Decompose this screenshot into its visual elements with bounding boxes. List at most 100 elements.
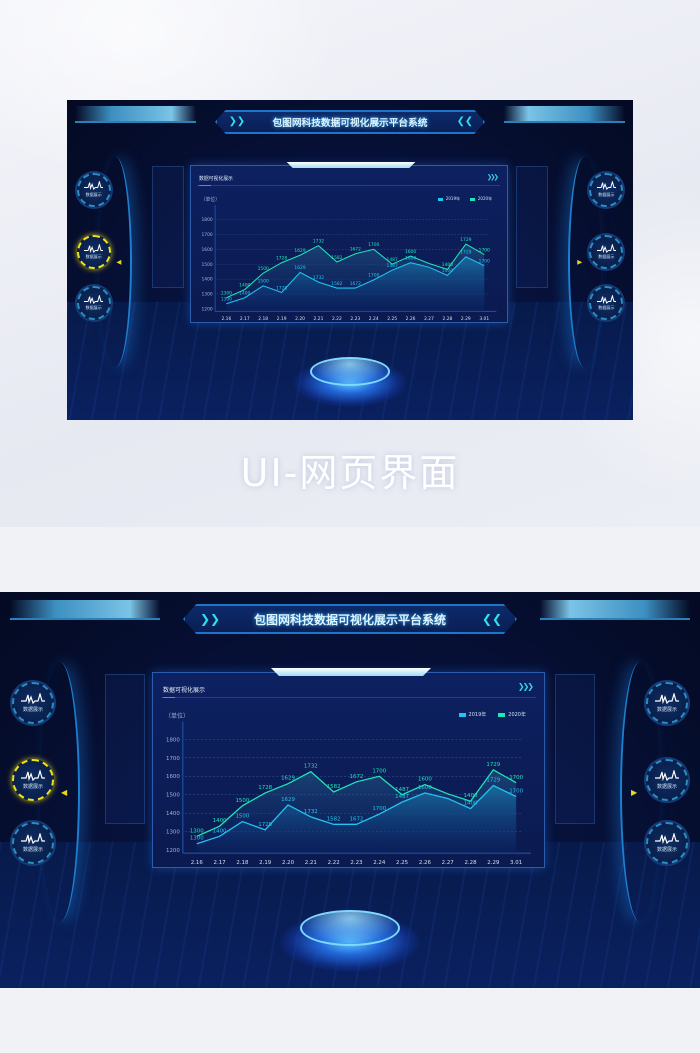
indicator-icon: ▶: [631, 788, 638, 797]
active-indicator-icon: ◀: [61, 788, 68, 797]
more-arrows-icon[interactable]: ❯❯❯: [486, 172, 499, 181]
waveform-icon: [596, 294, 617, 304]
left-glow-arc: [99, 156, 132, 367]
side-button-right-0[interactable]: 数据展示: [589, 172, 624, 207]
side-button-right-1[interactable]: 数据展示: [646, 759, 688, 801]
data-label: 1600: [405, 249, 416, 255]
data-label: 1600: [405, 255, 416, 261]
data-label: 1487: [395, 787, 409, 793]
data-label: 1629: [294, 248, 305, 254]
side-button-label: 数据展示: [598, 192, 615, 198]
side-button-right-2[interactable]: 数据展示: [646, 822, 688, 864]
data-label: 1487: [386, 257, 397, 263]
x-tick-label: 3.01: [479, 316, 489, 322]
waveform-icon: [83, 181, 104, 191]
hologram-pedestal-top: [300, 910, 400, 946]
data-label: 1732: [304, 809, 318, 815]
data-label: 1500: [235, 814, 249, 820]
y-tick-label: 1700: [201, 232, 212, 238]
chart-panel: 数据可视化展示 ❯❯❯ （单位） 2019年 2020年 1200 1300 140…: [152, 668, 545, 868]
data-label: 1732: [313, 238, 324, 244]
decor-building: [515, 166, 549, 288]
y-tick-label: 1300: [166, 830, 180, 836]
x-tick-label: 2.16: [191, 860, 204, 866]
x-tick-label: 2.16: [221, 316, 231, 322]
legend-item-2019[interactable]: 2019年: [458, 711, 486, 718]
data-label: 1672: [350, 774, 364, 780]
chart-legend: 2019年 2020年: [458, 711, 526, 718]
data-label: 1729: [486, 778, 500, 784]
top-bar-left-decor: [10, 600, 160, 620]
data-label: 1700: [509, 789, 523, 795]
dashboard-preview-small: 包图网科技数据可视化展示平台系统 ❯❯ ❮❮ ◀ ▶ 数据可视化展示 ❯❯❯ （…: [67, 100, 634, 421]
x-tick-label: 2.21: [313, 316, 323, 322]
x-tick-label: 2.24: [369, 316, 379, 322]
side-button-label: 数据展示: [22, 784, 43, 790]
side-button-left-0[interactable]: 数据展示: [12, 682, 54, 724]
more-arrows-icon[interactable]: ❯❯❯: [517, 682, 534, 691]
y-tick-label: 1600: [201, 247, 212, 253]
data-label: 1629: [281, 797, 295, 803]
data-label: 1728: [276, 285, 287, 291]
side-button-right-0[interactable]: 数据展示: [646, 682, 688, 724]
data-label: 1732: [304, 764, 318, 770]
x-tick-label: 2.18: [236, 860, 249, 866]
y-tick-label: 1800: [166, 737, 180, 743]
data-label: 1582: [331, 254, 342, 260]
x-tick-label: 2.28: [464, 860, 477, 866]
x-tick-label: 2.17: [240, 316, 250, 322]
y-tick-label: 1500: [166, 793, 180, 799]
panel-title: 数据可视化展示: [198, 176, 233, 183]
side-button-label: 数据展示: [598, 254, 615, 260]
side-button-left-0[interactable]: 数据展示: [76, 172, 111, 207]
data-label: 1400: [213, 828, 227, 834]
data-label: 1487: [395, 794, 409, 800]
data-label: 1729: [486, 762, 500, 768]
legend-item-2020[interactable]: 2020年: [498, 711, 526, 718]
side-button-left-2[interactable]: 数据展示: [76, 285, 111, 320]
side-button-right-1[interactable]: 数据展示: [589, 235, 624, 269]
x-tick-label: 2.18: [258, 316, 268, 322]
data-label: 1672: [350, 246, 361, 252]
legend-item-2020[interactable]: 2020年: [469, 196, 492, 202]
side-button-label: 数据展示: [656, 847, 677, 853]
right-glow-arc: [568, 156, 600, 367]
data-label: 1500: [257, 266, 268, 272]
data-label: 1582: [327, 784, 341, 790]
y-axis-unit: （单位）: [165, 713, 190, 720]
panel-title: 数据可视化展示: [163, 687, 206, 694]
data-label: 1400: [464, 793, 478, 799]
data-label: 1600: [418, 785, 432, 791]
y-tick-label: 1400: [166, 811, 180, 817]
chevron-right-icon: ❯❯: [228, 116, 245, 128]
waveform-icon: [21, 770, 45, 782]
x-tick-label: 2.19: [259, 860, 272, 866]
data-label: 1700: [372, 806, 386, 812]
x-tick-label: 2.19: [277, 316, 287, 322]
side-button-label: 数据展示: [656, 784, 677, 790]
x-tick-label: 2.22: [328, 860, 340, 866]
chart-panel: 数据可视化展示 ❯❯❯ （单位） 2019年 2020年 1200 1300 140…: [189, 161, 508, 324]
chevron-left-icon: ❮❮: [482, 612, 503, 626]
data-label: 1728: [258, 785, 272, 791]
chevron-left-icon: ❮❮: [456, 116, 473, 128]
header-title: 包图网科技数据可视化展示平台系统: [214, 109, 486, 134]
side-button-right-2[interactable]: 数据展示: [589, 285, 624, 320]
hologram-pedestal-top: [309, 357, 391, 387]
legend-item-2019[interactable]: 2019年: [437, 196, 460, 202]
waveform-icon: [596, 243, 617, 253]
top-bar-left-decor: [75, 106, 197, 123]
data-label: 1672: [350, 816, 364, 822]
side-button-left-1[interactable]: 数据展示: [76, 235, 111, 269]
y-tick-label: 1200: [166, 848, 180, 854]
chart-legend: 2019年 2020年: [437, 196, 492, 202]
right-glow-arc: [620, 662, 660, 922]
data-label: 1700: [479, 247, 490, 253]
data-label: 1728: [276, 255, 287, 261]
x-tick-label: 2.28: [442, 316, 452, 322]
data-label: 1300: [190, 828, 204, 834]
side-button-left-2[interactable]: 数据展示: [12, 822, 54, 864]
side-button-left-1[interactable]: 数据展示: [12, 759, 54, 801]
area-0: [196, 785, 517, 854]
data-label: 1400: [239, 290, 250, 296]
